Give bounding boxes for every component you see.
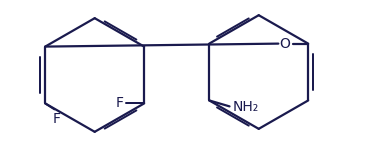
Text: O: O — [279, 37, 290, 51]
Text: F: F — [52, 112, 60, 126]
Text: F: F — [116, 96, 124, 110]
Text: NH₂: NH₂ — [232, 100, 259, 114]
